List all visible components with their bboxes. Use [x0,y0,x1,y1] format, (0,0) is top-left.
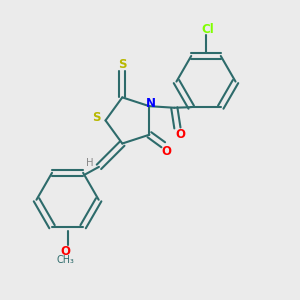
Text: N: N [146,97,156,110]
Text: O: O [161,145,171,158]
Text: H: H [86,158,94,168]
Text: O: O [176,128,185,141]
Text: S: S [118,58,127,70]
Text: CH₃: CH₃ [56,255,74,265]
Text: Cl: Cl [202,23,214,36]
Text: O: O [60,244,70,258]
Text: S: S [92,112,100,124]
